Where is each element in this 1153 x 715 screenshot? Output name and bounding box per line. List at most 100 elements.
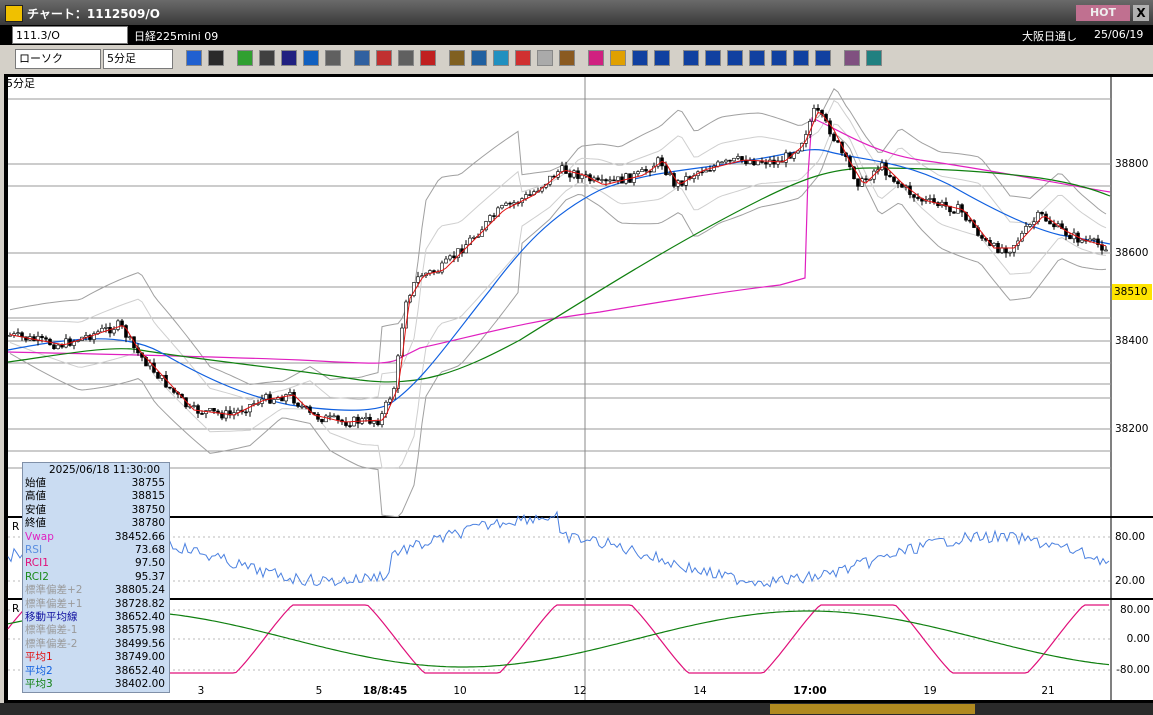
info-label: Vwap (25, 530, 54, 543)
price-tick-label: 38800 (1115, 158, 1148, 170)
scrollbar[interactable] (0, 703, 1153, 715)
band-2sigma (9, 135, 1107, 518)
info-row: 始値 38755 (25, 477, 165, 490)
toolbar-button[interactable] (449, 50, 465, 66)
info-label: 平均3 (25, 678, 53, 690)
toolbar-button[interactable] (705, 50, 721, 66)
candle-body (472, 237, 476, 239)
candle-body (444, 258, 448, 264)
candle-body (664, 165, 668, 175)
candle-body (580, 174, 584, 179)
info-value: 38749.00 (114, 651, 165, 664)
toolbar-button[interactable] (398, 50, 414, 66)
candle-body (1048, 220, 1052, 225)
toolbar-button[interactable] (588, 50, 604, 66)
toolbar-button[interactable] (325, 50, 341, 66)
toolbar-button[interactable] (186, 50, 202, 66)
toolbar-button[interactable] (208, 50, 224, 66)
candle-body (960, 204, 964, 213)
candle-body (348, 425, 352, 427)
info-label: 高値 (25, 490, 46, 503)
candle-body (272, 399, 276, 404)
toolbar-button[interactable] (632, 50, 648, 66)
candle-body (112, 329, 116, 334)
toolbar-button[interactable] (844, 50, 860, 66)
toolbar-button[interactable] (354, 50, 370, 66)
toolbar-button[interactable] (793, 50, 809, 66)
market-name: 大阪日通し (1022, 30, 1077, 43)
toolbar-button[interactable] (771, 50, 787, 66)
toolbar-button[interactable] (515, 50, 531, 66)
candle-body (296, 402, 300, 407)
interval-select[interactable]: 5分足 (103, 49, 173, 69)
info-value: 38728.82 (114, 597, 165, 610)
candle-body (744, 159, 748, 165)
symbol-bar: 111.3/O 日経225mini 09 大阪日通し 25/06/19 (0, 25, 1153, 45)
candle-body (16, 332, 20, 335)
candle-body (1052, 223, 1056, 228)
candle-body (336, 415, 340, 421)
candle-body (92, 333, 96, 340)
time-tick-label: 5 (316, 685, 323, 697)
candle-body (708, 170, 712, 172)
info-label: 安値 (25, 503, 46, 516)
toolbar-button[interactable] (815, 50, 831, 66)
candle-body (1004, 247, 1008, 254)
toolbar-button[interactable] (559, 50, 575, 66)
close-button[interactable]: X (1133, 5, 1149, 21)
toolbar-button[interactable] (537, 50, 553, 66)
toolbar-button[interactable] (749, 50, 765, 66)
toolbar-button[interactable] (493, 50, 509, 66)
candle-body (756, 160, 760, 166)
candle-body (612, 179, 616, 182)
toolbar-button[interactable] (610, 50, 626, 66)
toolbar-button[interactable] (683, 50, 699, 66)
hot-button[interactable]: HOT (1076, 5, 1130, 21)
toolbar-button[interactable] (727, 50, 743, 66)
toolbar-button[interactable] (259, 50, 275, 66)
info-value: 95.37 (134, 570, 165, 583)
candle-body (568, 173, 572, 178)
time-tick-label: 10 (453, 685, 466, 697)
candle-body (856, 178, 860, 187)
toolbar-button[interactable] (281, 50, 297, 66)
candle-body (832, 133, 836, 141)
candle-body (324, 415, 328, 423)
candle-body (484, 221, 488, 231)
candle-body (880, 162, 884, 170)
time-tick-label: 21 (1041, 685, 1054, 697)
candle-body (192, 405, 196, 407)
info-row: RSI 73.68 (25, 544, 165, 557)
info-row: 標準偏差+1 38728.82 (25, 598, 165, 611)
price-tick-label: 38600 (1115, 247, 1148, 259)
info-label: 終値 (25, 517, 46, 530)
candle-body (376, 420, 380, 426)
candle-body (1024, 226, 1028, 234)
candle-body (396, 355, 400, 389)
toolbar-button[interactable] (237, 50, 253, 66)
symbol-select[interactable]: 111.3/O (12, 26, 128, 44)
info-row: 移動平均線 38652.40 (25, 611, 165, 624)
toolbar-button[interactable] (376, 50, 392, 66)
info-label: RSI (25, 544, 43, 556)
info-row: RCI2 95.37 (25, 571, 165, 584)
toolbar-button[interactable] (471, 50, 487, 66)
rci-tick-label: 0.00 (1127, 633, 1150, 645)
info-label: 移動平均線 (25, 611, 78, 623)
candle-body (764, 162, 768, 165)
toolbar-button[interactable] (303, 50, 319, 66)
toolbar-button[interactable] (654, 50, 670, 66)
candle-body (212, 408, 216, 412)
current-price-marker (1112, 284, 1152, 300)
candle-body (968, 219, 972, 222)
toolbar-button[interactable] (866, 50, 882, 66)
chart-type-select[interactable]: ローソク (15, 49, 101, 69)
candle-body (864, 178, 868, 181)
info-value: 38452.66 (114, 530, 165, 543)
candle-body (288, 392, 292, 395)
info-label: RCI1 (25, 557, 49, 570)
toolbar-button[interactable] (420, 50, 436, 66)
candle-body (364, 416, 368, 419)
scroll-thumb[interactable] (770, 704, 975, 714)
